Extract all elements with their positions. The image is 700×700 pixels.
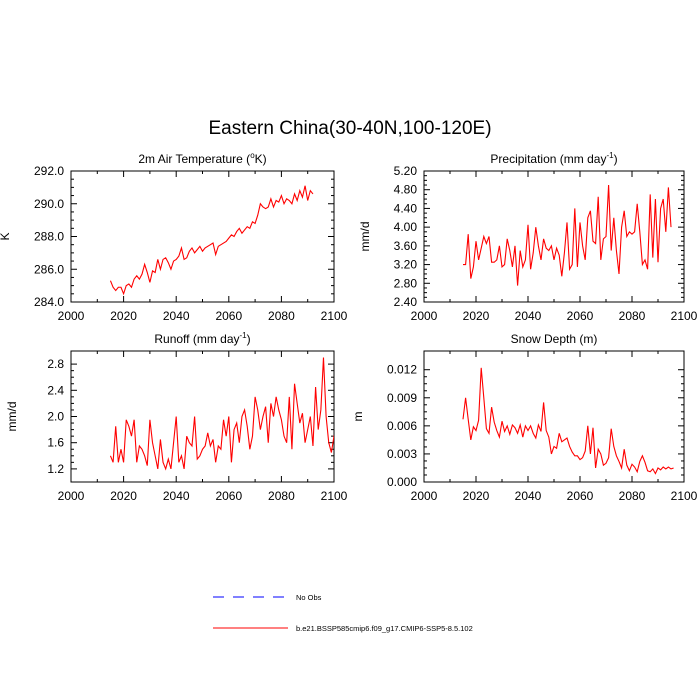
y-axis-label: mm/d <box>358 222 372 252</box>
x-tick-label: 2080 <box>268 309 295 323</box>
panel-title-superscript: -1 <box>606 151 614 160</box>
y-tick-label: 2.80 <box>394 276 418 290</box>
series-line-model <box>462 367 674 475</box>
y-tick-label: 3.60 <box>394 239 418 253</box>
y-tick-label: 290.0 <box>34 197 64 211</box>
y-axis-label: mm/d <box>5 402 19 432</box>
panel-title: 2m Air Temperature (oK) <box>138 151 266 166</box>
x-tick-label: 2100 <box>671 309 698 323</box>
y-tick-label: 286.0 <box>34 262 64 276</box>
x-tick-label: 2060 <box>567 489 594 503</box>
y-tick-label: 2.40 <box>394 295 418 309</box>
x-tick-label: 2080 <box>619 309 646 323</box>
x-tick-label: 2100 <box>671 489 698 503</box>
plot-frame <box>70 350 335 483</box>
panel-title-text: Runoff (mm day <box>154 332 239 346</box>
x-tick-label: 2060 <box>215 309 242 323</box>
panel-title: Precipitation (mm day-1) <box>490 151 617 166</box>
y-tick-label: 3.20 <box>394 258 418 272</box>
legend-obs-label: No Obs <box>296 593 322 602</box>
y-tick-label: 1.6 <box>47 436 64 450</box>
y-tick-label: 0.000 <box>387 475 417 489</box>
x-tick-label: 2040 <box>163 309 190 323</box>
panel-title-text-end: ) <box>247 332 251 346</box>
y-tick-label: 2.4 <box>47 383 64 397</box>
x-tick-label: 2020 <box>463 309 490 323</box>
panel-title-text-end: K) <box>255 152 267 166</box>
y-axis-label: m <box>351 412 365 422</box>
panel-title: Snow Depth (m) <box>511 332 598 346</box>
y-tick-label: 292.0 <box>34 164 64 178</box>
figure-title: Eastern China(30-40N,100-120E) <box>208 118 491 139</box>
panel-precipitation: Precipitation (mm day-1) mm/d 2000 2020 2040… <box>358 151 698 323</box>
panel-title-superscript: -1 <box>240 331 248 340</box>
y-tick-label: 284.0 <box>34 295 64 309</box>
y-tick-label: 288.0 <box>34 230 64 244</box>
x-tick-label: 2000 <box>411 489 438 503</box>
x-tick-label: 2020 <box>110 489 137 503</box>
y-tick-label: 4.40 <box>394 201 418 215</box>
y-tick-label: 2.0 <box>47 410 64 424</box>
panel-title-text: Snow Depth (m) <box>511 332 598 346</box>
panel-title-superscript: o <box>250 151 255 160</box>
panel-runoff: Runoff (mm day-1) mm/d 2000 2020 2040 2060 208… <box>5 331 348 503</box>
x-tick-label: 2000 <box>411 309 438 323</box>
series-line-model <box>109 185 314 296</box>
legend: No Obs b.e21.BSSP585cmip6.f09_g17.CMIP6-… <box>213 593 473 633</box>
y-tick-label: 4.00 <box>394 220 418 234</box>
x-tick-label: 2040 <box>163 489 190 503</box>
plot-frame <box>70 170 335 303</box>
series-line-model <box>109 357 334 471</box>
panel-snow-depth: Snow Depth (m) m 2000 2020 2040 2060 2080 2100 0… <box>351 332 698 503</box>
x-tick-label: 2100 <box>321 309 348 323</box>
y-axis-label: K <box>0 232 12 240</box>
plot-frame <box>423 170 685 303</box>
panels-group: 2m Air Temperature (oK) K 2000 2020 2040 2060… <box>0 151 698 503</box>
series-line-model <box>463 185 672 286</box>
y-tick-label: 4.80 <box>394 183 418 197</box>
panel-title-text: Precipitation (mm day <box>490 152 606 166</box>
panel-title: Runoff (mm day-1) <box>154 331 250 346</box>
panel-temperature: 2m Air Temperature (oK) K 2000 2020 2040 2060… <box>0 151 348 323</box>
panel-title-text: 2m Air Temperature ( <box>138 152 250 166</box>
x-tick-label: 2080 <box>619 489 646 503</box>
y-tick-label: 5.20 <box>394 164 418 178</box>
panel-title-text-end: ) <box>614 152 618 166</box>
x-tick-label: 2100 <box>321 489 348 503</box>
y-tick-label: 0.003 <box>387 447 417 461</box>
y-tick-label: 0.006 <box>387 419 417 433</box>
legend-model-label: b.e21.BSSP585cmip6.f09_g17.CMIP6-SSP5-8.… <box>296 624 473 633</box>
y-tick-label: 2.8 <box>47 357 64 371</box>
x-tick-label: 2060 <box>567 309 594 323</box>
y-tick-label: 0.012 <box>387 363 417 377</box>
x-tick-label: 2080 <box>268 489 295 503</box>
x-tick-label: 2020 <box>463 489 490 503</box>
x-tick-label: 2020 <box>110 309 137 323</box>
y-tick-label: 0.009 <box>387 391 417 405</box>
x-tick-label: 2040 <box>515 309 542 323</box>
x-tick-label: 2000 <box>58 309 85 323</box>
x-tick-label: 2040 <box>515 489 542 503</box>
x-tick-label: 2000 <box>58 489 85 503</box>
x-tick-label: 2060 <box>215 489 242 503</box>
y-tick-label: 1.2 <box>47 462 64 476</box>
